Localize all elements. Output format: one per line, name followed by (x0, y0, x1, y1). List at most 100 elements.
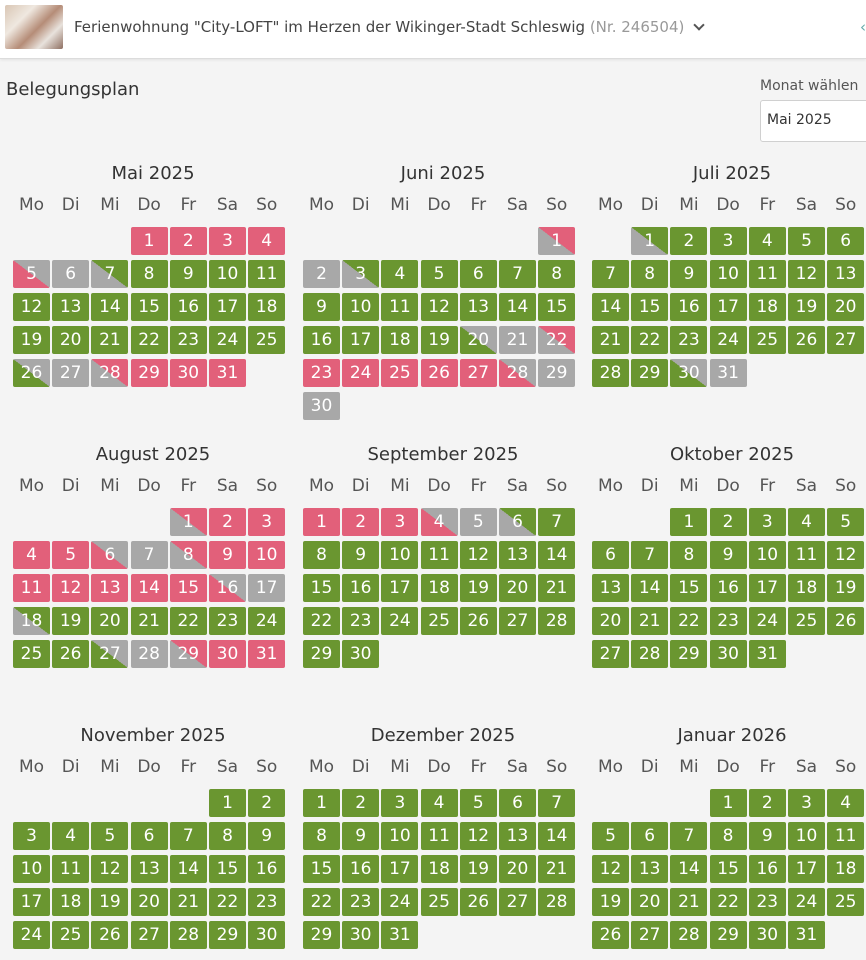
calendar-day[interactable]: 3 (788, 789, 825, 817)
calendar-day[interactable]: 30 (748, 921, 786, 949)
calendar-day[interactable]: 31 (709, 359, 747, 387)
calendar-day[interactable]: 12 (459, 541, 497, 569)
calendar-day[interactable]: 12 (459, 822, 497, 850)
calendar-day[interactable]: 22 (130, 326, 168, 354)
calendar-day[interactable]: 25 (827, 888, 865, 916)
calendar-day[interactable]: 12 (788, 260, 825, 288)
calendar-day[interactable]: 10 (788, 822, 825, 850)
calendar-day[interactable]: 9 (209, 541, 246, 569)
calendar-day[interactable]: 3 (209, 227, 246, 255)
calendar-day[interactable]: 7 (499, 260, 536, 288)
calendar-day[interactable]: 3 (381, 789, 419, 817)
calendar-day[interactable]: 26 (420, 359, 458, 387)
calendar-day[interactable]: 18 (827, 855, 865, 883)
calendar-day[interactable]: 24 (381, 607, 419, 635)
calendar-day[interactable]: 25 (248, 326, 286, 354)
calendar-day[interactable]: 6 (592, 541, 629, 569)
calendar-day[interactable]: 13 (459, 293, 497, 321)
calendar-day[interactable]: 17 (381, 574, 419, 602)
calendar-day[interactable]: 18 (748, 293, 786, 321)
calendar-day[interactable]: 14 (91, 293, 129, 321)
calendar-day[interactable]: 26 (788, 326, 825, 354)
calendar-day[interactable]: 19 (459, 574, 497, 602)
calendar-day[interactable]: 15 (303, 574, 340, 602)
calendar-day[interactable]: 1 (709, 789, 747, 817)
calendar-day[interactable]: 22 (538, 326, 576, 354)
calendar-day[interactable]: 1 (209, 789, 246, 817)
calendar-day[interactable]: 18 (420, 574, 458, 602)
calendar-day[interactable]: 1 (538, 227, 576, 255)
calendar-day[interactable]: 26 (459, 607, 497, 635)
calendar-day[interactable]: 14 (130, 574, 168, 602)
calendar-day[interactable]: 20 (499, 855, 536, 883)
calendar-day[interactable]: 9 (342, 822, 380, 850)
calendar-day[interactable]: 25 (13, 640, 50, 668)
calendar-day[interactable]: 29 (169, 640, 207, 668)
calendar-day[interactable]: 27 (499, 888, 536, 916)
calendar-day[interactable]: 10 (248, 541, 286, 569)
calendar-day[interactable]: 8 (303, 822, 340, 850)
calendar-day[interactable]: 7 (538, 789, 576, 817)
calendar-day[interactable]: 25 (420, 607, 458, 635)
calendar-day[interactable]: 31 (748, 640, 786, 668)
calendar-day[interactable]: 14 (499, 293, 536, 321)
calendar-day[interactable]: 23 (248, 888, 286, 916)
calendar-day[interactable]: 24 (209, 326, 246, 354)
calendar-day[interactable]: 11 (381, 293, 419, 321)
calendar-day[interactable]: 4 (827, 789, 865, 817)
calendar-day[interactable]: 24 (13, 921, 50, 949)
calendar-day[interactable]: 23 (709, 607, 747, 635)
calendar-day[interactable]: 11 (420, 541, 458, 569)
calendar-day[interactable]: 9 (248, 822, 286, 850)
calendar-day[interactable]: 4 (420, 789, 458, 817)
calendar-day[interactable]: 28 (592, 359, 629, 387)
calendar-day[interactable]: 20 (52, 326, 90, 354)
calendar-day[interactable]: 20 (827, 293, 865, 321)
calendar-day[interactable]: 17 (248, 574, 286, 602)
calendar-day[interactable]: 1 (169, 508, 207, 536)
calendar-day[interactable]: 14 (631, 574, 669, 602)
calendar-day[interactable]: 27 (631, 921, 669, 949)
calendar-day[interactable]: 14 (670, 855, 708, 883)
calendar-day[interactable]: 7 (670, 822, 708, 850)
calendar-day[interactable]: 19 (13, 326, 50, 354)
calendar-day[interactable]: 10 (748, 541, 786, 569)
calendar-day[interactable]: 29 (209, 921, 246, 949)
calendar-day[interactable]: 10 (709, 260, 747, 288)
calendar-day[interactable]: 20 (499, 574, 536, 602)
calendar-day[interactable]: 3 (248, 508, 286, 536)
calendar-day[interactable]: 12 (592, 855, 629, 883)
calendar-day[interactable]: 1 (670, 508, 708, 536)
calendar-day[interactable]: 13 (130, 855, 168, 883)
calendar-day[interactable]: 20 (459, 326, 497, 354)
calendar-day[interactable]: 21 (592, 326, 629, 354)
calendar-day[interactable]: 23 (342, 888, 380, 916)
property-thumbnail[interactable] (5, 5, 63, 49)
calendar-day[interactable]: 25 (748, 326, 786, 354)
calendar-day[interactable]: 2 (303, 260, 340, 288)
calendar-day[interactable]: 19 (788, 293, 825, 321)
calendar-day[interactable]: 6 (631, 822, 669, 850)
calendar-day[interactable]: 4 (381, 260, 419, 288)
calendar-day[interactable]: 25 (381, 359, 419, 387)
calendar-day[interactable]: 23 (169, 326, 207, 354)
calendar-day[interactable]: 1 (631, 227, 669, 255)
calendar-day[interactable]: 4 (748, 227, 786, 255)
calendar-day[interactable]: 30 (670, 359, 708, 387)
calendar-day[interactable]: 17 (13, 888, 50, 916)
month-select[interactable]: Mai 2025 (760, 100, 866, 142)
calendar-day[interactable]: 30 (303, 392, 340, 420)
calendar-day[interactable]: 12 (827, 541, 865, 569)
calendar-day[interactable]: 1 (303, 789, 340, 817)
calendar-day[interactable]: 15 (303, 855, 340, 883)
calendar-day[interactable]: 23 (342, 607, 380, 635)
calendar-day[interactable]: 8 (709, 822, 747, 850)
calendar-day[interactable]: 27 (499, 607, 536, 635)
calendar-day[interactable]: 19 (592, 888, 629, 916)
calendar-day[interactable]: 2 (342, 508, 380, 536)
calendar-day[interactable]: 26 (91, 921, 129, 949)
calendar-day[interactable]: 19 (459, 855, 497, 883)
calendar-day[interactable]: 27 (459, 359, 497, 387)
calendar-day[interactable]: 6 (91, 541, 129, 569)
calendar-day[interactable]: 25 (52, 921, 90, 949)
